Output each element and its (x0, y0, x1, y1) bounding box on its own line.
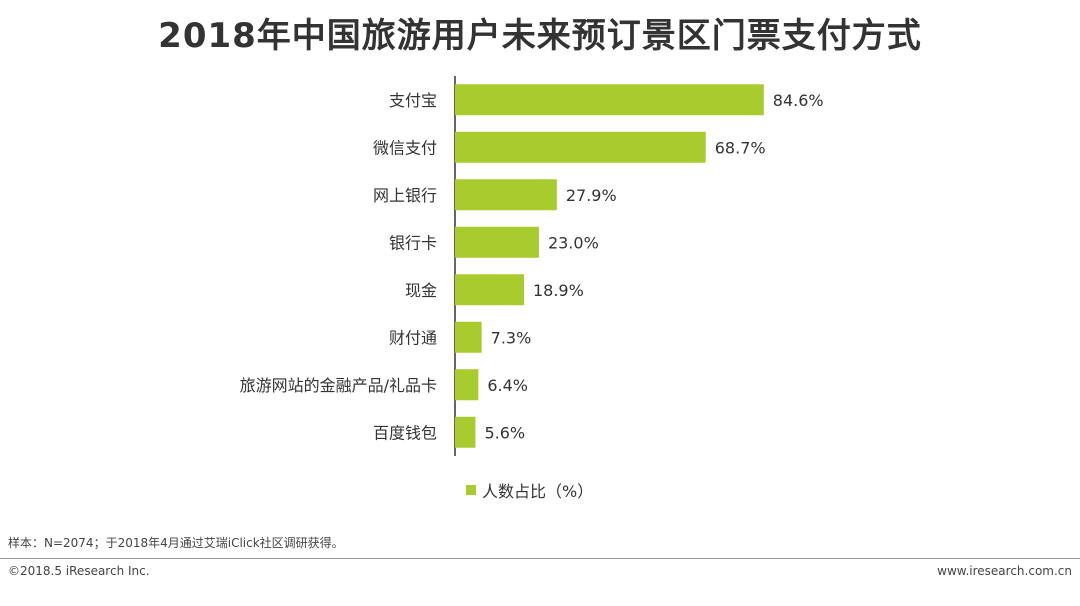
value-label-1: 68.7% (715, 138, 766, 157)
bar-4 (455, 274, 524, 306)
value-label-6: 6.4% (487, 376, 528, 395)
bar-0 (455, 84, 764, 116)
bar-2 (455, 179, 557, 211)
website-text: www.iresearch.com.cn (937, 564, 1072, 578)
bar-1 (455, 131, 706, 163)
footer-divider (0, 558, 1080, 559)
category-label-1: 微信支付 (373, 138, 437, 157)
legend-label: 人数占比（%） (482, 482, 594, 501)
value-label-7: 5.6% (484, 423, 525, 442)
copyright-text: ©2018.5 iResearch Inc. (8, 564, 150, 578)
bar-6 (455, 369, 479, 401)
legend-swatch (466, 485, 476, 495)
bar-chart: 支付宝 84.6% 微信支付 68.7% 网上银行 27.9% 银行卡 23.0% 现金 18.9… (240, 76, 824, 456)
bar-3 (455, 226, 539, 258)
category-label-5: 财付通 (389, 328, 437, 347)
chart-title: 2018年中国旅游用户未来预订景区门票支付方式 (158, 16, 922, 56)
bar-7 (455, 416, 476, 448)
sample-note: 样本：N=2074；于2018年4月通过艾瑞iClick社区调研获得。 (8, 536, 344, 550)
category-label-4: 现金 (405, 281, 437, 300)
value-label-2: 27.9% (566, 186, 617, 205)
value-label-4: 18.9% (533, 281, 584, 300)
category-label-2: 网上银行 (373, 186, 437, 205)
legend: 人数占比（%） (466, 478, 593, 502)
value-label-5: 7.3% (491, 328, 532, 347)
bar-5 (455, 321, 482, 353)
value-label-3: 23.0% (548, 233, 599, 252)
category-label-0: 支付宝 (389, 91, 437, 110)
category-label-7: 百度钱包 (373, 423, 437, 442)
value-label-0: 84.6% (773, 91, 824, 110)
category-label-6: 旅游网站的金融产品/礼品卡 (240, 376, 437, 395)
category-label-3: 银行卡 (389, 233, 437, 252)
